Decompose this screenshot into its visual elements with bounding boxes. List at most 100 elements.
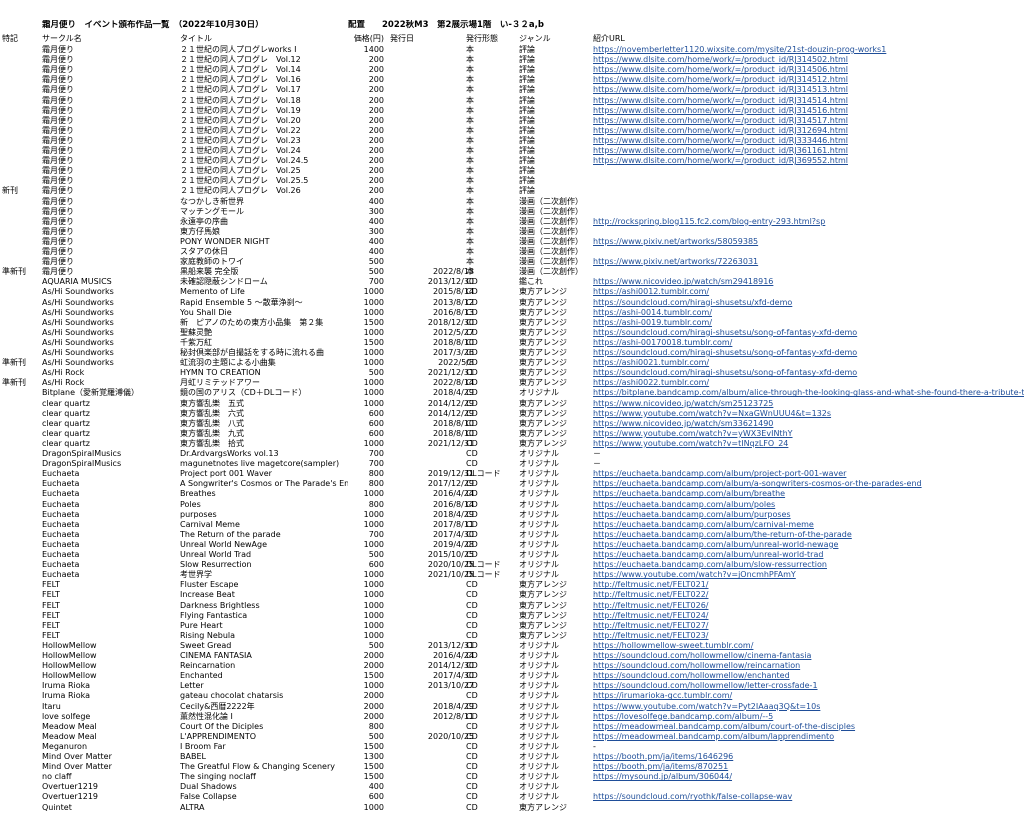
row-price: 200 (368, 115, 384, 125)
row-url-link[interactable]: https://www.nicovideo.jp/watch/sm2512372… (593, 398, 774, 408)
row-note: 準新刊 (2, 267, 26, 277)
row-genre: オリジナル (519, 762, 559, 772)
row-url-link[interactable]: https://euchaeta.bandcamp.com/album/purp… (593, 509, 791, 519)
row-title: マッチングモール (180, 206, 244, 216)
row-format: CD (466, 772, 478, 782)
table-row: 霜月便り ２１世紀の同人プログレ Vol.25.5 200 本 評論 (0, 176, 1024, 186)
row-url-link[interactable]: https://ashi0022.tumblr.com/ (593, 378, 710, 388)
row-url-link[interactable]: https://euchaeta.bandcamp.com/album/the-… (593, 529, 852, 539)
row-url-link[interactable]: https://hollowmellow-sweet.tumblr.com/ (593, 640, 754, 650)
row-url-link[interactable]: https://www.nicovideo.jp/watch/sm2941891… (593, 277, 774, 287)
row-url-link[interactable]: https://euchaeta.bandcamp.com/album/carn… (593, 519, 814, 529)
row-price: 1500 (363, 772, 384, 782)
row-price: 800 (368, 721, 384, 731)
row-genre: オリジナル (519, 570, 559, 580)
row-note (2, 550, 40, 560)
row-url-link[interactable]: https://www.dlsite.com/home/work/=/produ… (593, 105, 849, 115)
row-url-link[interactable]: https://mysound.jp/album/306044/ (593, 772, 733, 782)
row-note (2, 298, 40, 308)
row-url-link[interactable]: http://feltmusic.net/FELT026/ (593, 600, 709, 610)
row-url-link[interactable]: http://feltmusic.net/FELT024/ (593, 610, 709, 620)
row-url-link[interactable]: https://euchaeta.bandcamp.com/album/brea… (593, 489, 786, 499)
row-note (2, 752, 40, 762)
row-url-link[interactable]: https://www.youtube.com/watch?v=NxaGWnUU… (593, 408, 832, 418)
row-format: 本 (466, 105, 474, 115)
row-url-link[interactable]: https://booth.pm/ja/items/870251 (593, 762, 729, 772)
row-url-link[interactable]: https://soundcloud.com/hiragi-shusetsu/s… (593, 327, 858, 337)
row-url-link[interactable]: https://www.dlsite.com/home/work/=/produ… (593, 135, 849, 145)
row-url-link[interactable]: https://www.pixiv.net/artworks/58059385 (593, 236, 759, 246)
row-title: Memento of Life (180, 287, 245, 297)
row-url-link[interactable]: https://soundcloud.com/hollowmellow/lett… (593, 681, 818, 691)
row-url-link[interactable]: https://meadowmeal.bandcamp.com/album/la… (593, 731, 835, 741)
row-url-link[interactable]: https://www.dlsite.com/home/work/=/produ… (593, 55, 849, 65)
row-url-link[interactable]: https://soundcloud.com/hiragi-shusetsu/s… (593, 348, 858, 357)
row-url-link[interactable]: https://www.youtube.com/watch?v=tINqzLFO… (593, 438, 789, 448)
column-header-row: 特記 サークル名 タイトル 価格(円) 発行日 発行形態 ジャンル 紹介URL (0, 34, 1024, 44)
row-url-link[interactable]: https://www.dlsite.com/home/work/=/produ… (593, 146, 849, 155)
row-date (390, 116, 474, 126)
row-date: 2014/12/29 (427, 408, 474, 418)
row-genre: 東方アレンジ (519, 610, 567, 620)
row-url-link[interactable]: https://www.dlsite.com/home/work/=/produ… (593, 85, 849, 95)
row-url-link[interactable]: https://www.dlsite.com/home/work/=/produ… (593, 75, 849, 85)
row-url-link[interactable]: https://www.dlsite.com/home/work/=/produ… (593, 65, 849, 75)
row-url-link[interactable]: https://soundcloud.com/hollowmellow/rein… (593, 661, 801, 671)
row-url-link[interactable]: https://www.youtube.com/watch?v=yWX3EvIN… (593, 428, 793, 438)
row-url-link[interactable]: https://lovesolfege.bandcamp.com/album/-… (593, 711, 774, 721)
row-url-link[interactable]: https://www.dlsite.com/home/work/=/produ… (593, 95, 849, 105)
row-note (2, 227, 40, 237)
row-url-link[interactable]: http://feltmusic.net/FELT021/ (593, 580, 709, 590)
row-url-link[interactable]: https://irumarioka-gcc.tumblr.com/ (593, 691, 733, 701)
table-row: FELT Flying Fantastica 1000 CD 東方アレンジ http://… (0, 611, 1024, 621)
row-genre: オリジナル (519, 691, 559, 701)
row-url-link[interactable]: https://soundcloud.com/hiragi-shusetsu/x… (593, 297, 793, 307)
row-price: 1500 (363, 337, 384, 347)
row-url-link[interactable]: https://soundcloud.com/hollowmellow/ench… (593, 671, 790, 681)
row-url-link[interactable]: https://ashi0021.tumblr.com/ (593, 358, 710, 368)
table-row: love solfege 薫然性混化論 I 2000 2012/8/11 CD オリジナル… (0, 712, 1024, 722)
row-url-link[interactable]: http://rockspring.blog115.fc2.com/blog-e… (593, 216, 826, 226)
row-circle: love solfege (42, 711, 91, 721)
row-url-link[interactable]: https://euchaeta.bandcamp.com/album/pole… (593, 499, 776, 509)
row-url-link[interactable]: https://euchaeta.bandcamp.com/album/unre… (593, 550, 824, 559)
row-url-link[interactable]: https://www.dlsite.com/home/work/=/produ… (593, 115, 849, 125)
row-url-link[interactable]: https://booth.pm/ja/items/1646296 (593, 752, 734, 761)
row-url-link[interactable]: https://www.nicovideo.jp/watch/sm3362149… (593, 418, 774, 428)
row-url-link[interactable]: https://bitplane.bandcamp.com/album/alic… (593, 388, 1024, 398)
row-url-link[interactable]: https://ashi-0019.tumblr.com/ (593, 317, 713, 327)
row-url-link[interactable]: https://ashi-0014.tumblr.com/ (593, 307, 713, 317)
row-url-link[interactable]: https://soundcloud.com/ryothk/false-coll… (593, 792, 793, 802)
row-url-link[interactable]: https://euchaeta.bandcamp.com/album/slow… (593, 560, 827, 570)
row-url-link[interactable]: https://meadowmeal.bandcamp.com/album/co… (593, 721, 856, 731)
row-price: 200 (368, 135, 384, 145)
row-url-link[interactable]: https://www.youtube.com/watch?v=Pyt2IAaa… (593, 701, 821, 711)
row-url-link[interactable]: https://soundcloud.com/hollowmellow/cine… (593, 651, 812, 660)
row-price: 1500 (363, 317, 384, 327)
row-price: 200 (368, 186, 384, 196)
row-url-link[interactable]: https://euchaeta.bandcamp.com/album/a-so… (593, 479, 922, 489)
row-date (390, 126, 474, 136)
row-url-link[interactable]: https://www.dlsite.com/home/work/=/produ… (593, 156, 849, 166)
row-url-link[interactable]: https://euchaeta.bandcamp.com/album/proj… (593, 469, 847, 479)
row-title: ２１世紀の同人プログレ Vol.23 (180, 135, 301, 145)
row-url-link[interactable]: https://www.dlsite.com/home/work/=/produ… (593, 125, 849, 135)
row-title: なつかしき新世界 (180, 196, 244, 206)
row-url-link[interactable]: https://ashi0012.tumblr.com/ (593, 287, 710, 297)
row-url-link[interactable]: https://ashi-00170018.tumblr.com/ (593, 337, 733, 347)
row-date: 2018/8/10 (432, 418, 474, 428)
row-url-link[interactable]: https://soundcloud.com/hiragi-shusetsu/s… (593, 368, 858, 378)
row-url-link[interactable]: https://euchaeta.bandcamp.com/album/unre… (593, 539, 839, 549)
row-url-link[interactable]: https://novemberletter1120.wixsite.com/m… (593, 45, 887, 54)
row-genre: 評論 (519, 176, 535, 186)
table-row: 準新刊 As/Hi Rock 月虹リミテッドアワー 1000 2022/8/14 CD 東方… (0, 378, 1024, 388)
row-url-link[interactable]: http://feltmusic.net/FELT027/ (593, 620, 709, 630)
row-url-link[interactable]: http://feltmusic.net/FELT023/ (593, 630, 709, 640)
row-url-link[interactable]: https://www.pixiv.net/artworks/72263031 (593, 257, 759, 267)
row-price: 200 (368, 85, 384, 95)
row-url-link[interactable]: https://www.youtube.com/watch?v=jOncmhPF… (593, 570, 796, 580)
row-date: 2012/5/27 (432, 327, 474, 337)
row-url-link[interactable]: http://feltmusic.net/FELT022/ (593, 590, 709, 600)
row-url: - (593, 741, 596, 751)
